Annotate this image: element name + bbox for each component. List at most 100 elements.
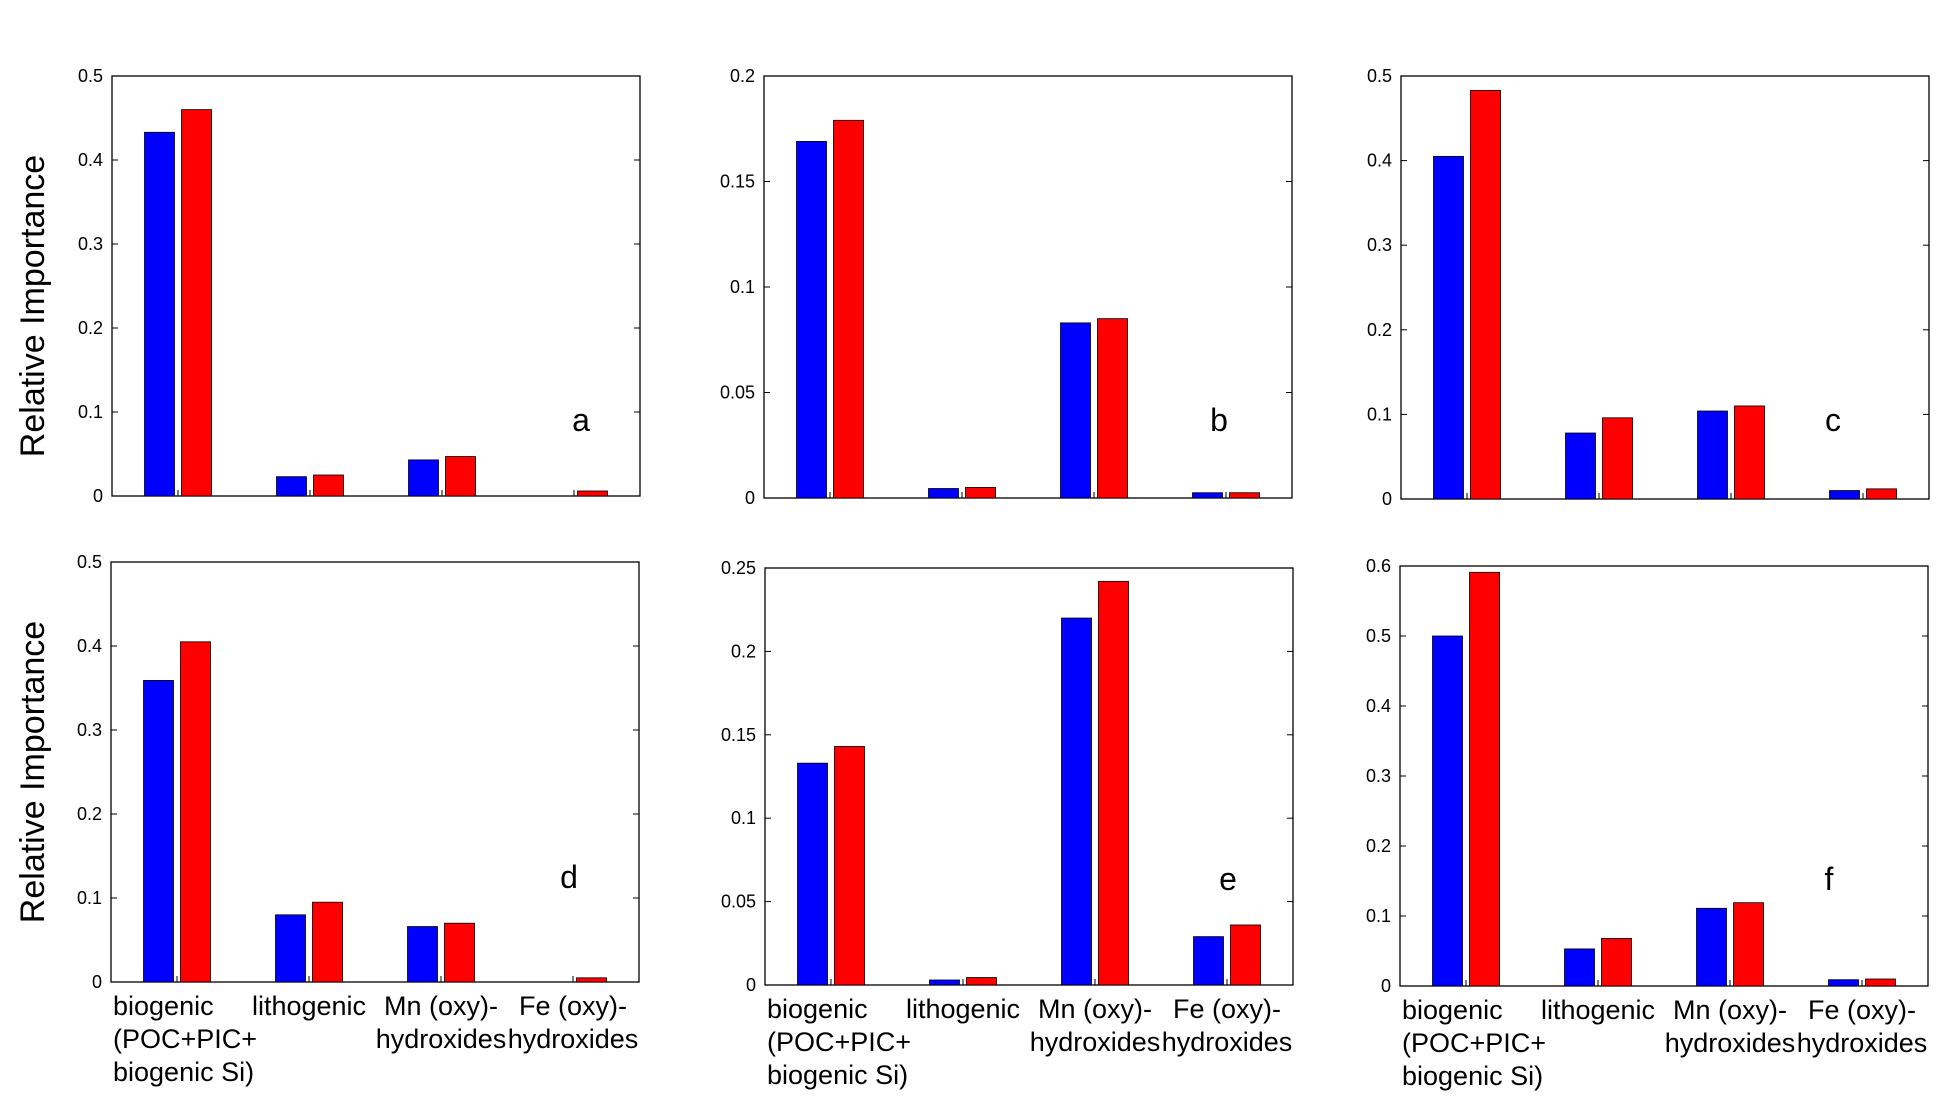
bar-series-1 bbox=[407, 926, 438, 983]
axes-frame bbox=[110, 561, 640, 983]
y-tick-label: 0.5 bbox=[78, 66, 103, 86]
bar-series-1 bbox=[408, 459, 439, 497]
x-category-label: Mn (oxy)- bbox=[1673, 995, 1787, 1025]
y-tick-label: 0.3 bbox=[1367, 235, 1392, 255]
y-tick-label: 0.1 bbox=[1366, 906, 1391, 926]
bar-series-1 bbox=[275, 914, 306, 983]
bar-series-1 bbox=[1565, 432, 1596, 500]
panel-e: 0 0.05 0.1 0.15 0.2 0.25 e biogenic(POC+PIC+bio… bbox=[721, 558, 1294, 1090]
bar-series-1 bbox=[1829, 490, 1860, 500]
bar-series-2 bbox=[1469, 571, 1500, 987]
bar-series-2 bbox=[833, 119, 864, 499]
x-category-label: hydroxides bbox=[376, 1024, 507, 1054]
y-tick-label: 0.4 bbox=[78, 150, 103, 170]
panel-a: 0 0.1 0.2 0.3 0.4 0.5 a Relative Importance bbox=[14, 66, 641, 506]
x-category-label: hydroxides bbox=[508, 1024, 639, 1054]
panel-label: c bbox=[1825, 402, 1841, 438]
y-tick-label: 0.1 bbox=[731, 808, 756, 828]
y-axis-title: Relative Importance bbox=[14, 621, 52, 923]
y-tick-label: 0.1 bbox=[78, 402, 103, 422]
bar-series-2 bbox=[1602, 417, 1633, 500]
x-category-label: (POC+PIC+ bbox=[113, 1024, 257, 1054]
panel-c: 0 0.1 0.2 0.3 0.4 0.5 c bbox=[1367, 66, 1930, 509]
bar-series-2 bbox=[445, 456, 476, 497]
y-tick-label: 0.4 bbox=[77, 636, 102, 656]
bar-series-1 bbox=[143, 680, 174, 983]
y-tick-label: 0 bbox=[93, 486, 103, 506]
bar-series-1 bbox=[144, 131, 175, 497]
bar-series-1 bbox=[929, 979, 960, 986]
bar-series-2 bbox=[1865, 978, 1896, 987]
bar-series-1 bbox=[1828, 979, 1859, 987]
bar-series-2 bbox=[966, 977, 997, 986]
bar-series-2 bbox=[1470, 89, 1501, 500]
x-category-label: biogenic Si) bbox=[767, 1060, 908, 1090]
y-tick-label: 0.5 bbox=[77, 552, 102, 572]
y-tick-label: 0.1 bbox=[1367, 404, 1392, 424]
bar-series-2 bbox=[834, 746, 865, 986]
panel-label: b bbox=[1210, 402, 1228, 438]
bar-series-2 bbox=[312, 901, 343, 983]
bar-series-1 bbox=[1433, 155, 1464, 500]
bar-series-1 bbox=[1432, 635, 1463, 987]
x-category-label: lithogenic bbox=[906, 994, 1020, 1024]
x-category-label: hydroxides bbox=[1030, 1027, 1161, 1057]
y-tick-label: 0.2 bbox=[1366, 836, 1391, 856]
bar-series-1 bbox=[1564, 948, 1595, 987]
panel-d: 0 0.1 0.2 0.3 0.4 0.5 d Relative Importance biog… bbox=[14, 552, 640, 1087]
y-tick-label: 0.05 bbox=[720, 383, 755, 403]
x-category-label: biogenic Si) bbox=[113, 1057, 254, 1087]
bar-series-1 bbox=[1192, 492, 1223, 499]
bar-series-1 bbox=[796, 141, 827, 499]
x-category-label: biogenic Si) bbox=[1402, 1061, 1543, 1091]
bar-series-2 bbox=[444, 922, 475, 983]
y-tick-label: 0 bbox=[746, 975, 756, 995]
bar-series-2 bbox=[1229, 492, 1260, 499]
panel-label: e bbox=[1219, 861, 1237, 897]
y-tick-label: 0.05 bbox=[721, 892, 756, 912]
bar-series-1 bbox=[1193, 936, 1224, 986]
x-category-label: biogenic bbox=[113, 991, 214, 1021]
y-tick-label: 0.2 bbox=[1367, 320, 1392, 340]
panel-f: 0 0.1 0.2 0.3 0.4 0.5 0.6 f biogenic(POC+PIC+bio… bbox=[1366, 556, 1929, 1091]
y-tick-label: 0.3 bbox=[78, 234, 103, 254]
bar-series-2 bbox=[577, 490, 608, 497]
axes-frame bbox=[111, 75, 641, 497]
bar-series-2 bbox=[180, 641, 211, 983]
x-category-label: Fe (oxy)- bbox=[519, 991, 627, 1021]
y-tick-label: 0 bbox=[1381, 976, 1391, 996]
x-category-label: biogenic bbox=[767, 994, 868, 1024]
y-tick-label: 0.3 bbox=[77, 720, 102, 740]
bar-series-1 bbox=[276, 476, 307, 497]
x-category-label: hydroxides bbox=[1665, 1028, 1796, 1058]
y-tick-label: 0.25 bbox=[721, 558, 756, 578]
x-category-label: hydroxides bbox=[1162, 1027, 1293, 1057]
bar-series-1 bbox=[1697, 410, 1728, 500]
bar-series-1 bbox=[797, 762, 828, 986]
y-tick-label: 0.15 bbox=[720, 172, 755, 192]
y-tick-label: 0.2 bbox=[78, 318, 103, 338]
y-tick-label: 0.6 bbox=[1366, 556, 1391, 576]
y-tick-label: 0.2 bbox=[77, 804, 102, 824]
x-category-label: Mn (oxy)- bbox=[1038, 994, 1152, 1024]
panel-label: f bbox=[1825, 861, 1834, 897]
x-category-label: lithogenic bbox=[1541, 995, 1655, 1025]
bar-series-1 bbox=[1061, 617, 1092, 986]
bar-series-1 bbox=[928, 488, 959, 499]
bar-series-2 bbox=[313, 474, 344, 497]
panel-label: a bbox=[572, 402, 590, 438]
y-tick-label: 0.1 bbox=[730, 277, 755, 297]
y-tick-label: 0 bbox=[1382, 489, 1392, 509]
bar-series-2 bbox=[1098, 580, 1129, 986]
y-tick-label: 0.2 bbox=[731, 641, 756, 661]
bar-series-2 bbox=[1601, 938, 1632, 987]
panel-label: d bbox=[560, 859, 578, 895]
y-axis-title: Relative Importance bbox=[14, 155, 52, 457]
bar-series-2 bbox=[1866, 488, 1897, 500]
y-tick-label: 0 bbox=[745, 488, 755, 508]
bar-series-2 bbox=[181, 109, 212, 497]
x-category-label: lithogenic bbox=[252, 991, 366, 1021]
panel-b: 0 0.05 0.1 0.15 0.2 b bbox=[720, 66, 1293, 508]
y-tick-label: 0.3 bbox=[1366, 766, 1391, 786]
